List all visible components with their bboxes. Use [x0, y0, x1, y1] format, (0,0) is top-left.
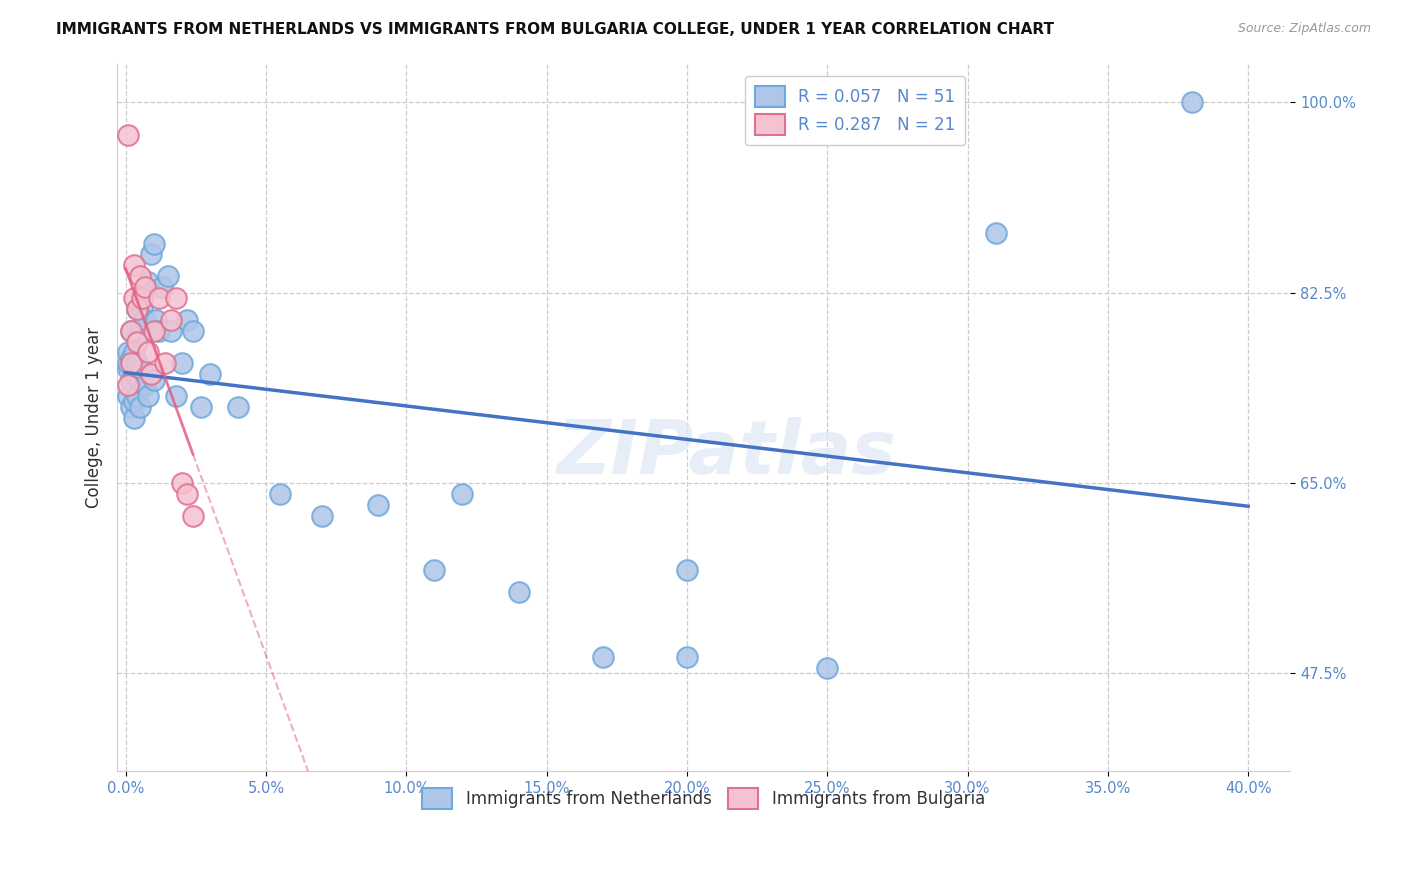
Point — [145, 313, 167, 327]
Point — [134, 280, 156, 294]
Point — [592, 650, 614, 665]
Point — [134, 313, 156, 327]
Point — [117, 356, 139, 370]
Point — [198, 367, 221, 381]
Point — [134, 378, 156, 392]
Point — [128, 373, 150, 387]
Point — [125, 389, 148, 403]
Point — [128, 269, 150, 284]
Point — [120, 351, 142, 365]
Point — [142, 324, 165, 338]
Point — [136, 275, 159, 289]
Text: IMMIGRANTS FROM NETHERLANDS VS IMMIGRANTS FROM BULGARIA COLLEGE, UNDER 1 YEAR CO: IMMIGRANTS FROM NETHERLANDS VS IMMIGRANT… — [56, 22, 1054, 37]
Point — [120, 356, 142, 370]
Point — [125, 356, 148, 370]
Point — [125, 301, 148, 316]
Point — [128, 400, 150, 414]
Point — [122, 410, 145, 425]
Point — [176, 313, 198, 327]
Point — [165, 389, 187, 403]
Point — [120, 400, 142, 414]
Point — [128, 324, 150, 338]
Legend: Immigrants from Netherlands, Immigrants from Bulgaria: Immigrants from Netherlands, Immigrants … — [416, 781, 991, 816]
Point — [1181, 95, 1204, 110]
Point — [226, 400, 249, 414]
Point — [131, 361, 153, 376]
Text: Source: ZipAtlas.com: Source: ZipAtlas.com — [1237, 22, 1371, 36]
Point — [142, 373, 165, 387]
Point — [122, 291, 145, 305]
Point — [131, 291, 153, 305]
Point — [117, 361, 139, 376]
Point — [181, 324, 204, 338]
Point — [120, 373, 142, 387]
Point — [165, 291, 187, 305]
Point — [153, 356, 176, 370]
Point — [170, 475, 193, 490]
Point — [676, 650, 699, 665]
Point — [181, 508, 204, 523]
Point — [136, 345, 159, 359]
Point — [120, 324, 142, 338]
Point — [139, 367, 162, 381]
Point — [136, 389, 159, 403]
Point — [159, 313, 181, 327]
Point — [122, 345, 145, 359]
Point — [120, 324, 142, 338]
Point — [984, 226, 1007, 240]
Point — [139, 247, 162, 261]
Point — [508, 584, 530, 599]
Point — [311, 508, 333, 523]
Point — [190, 400, 212, 414]
Point — [122, 367, 145, 381]
Point — [451, 487, 474, 501]
Point — [176, 487, 198, 501]
Point — [142, 236, 165, 251]
Point — [131, 301, 153, 316]
Point — [122, 394, 145, 409]
Y-axis label: College, Under 1 year: College, Under 1 year — [86, 327, 103, 508]
Text: ZIPatlas: ZIPatlas — [557, 417, 897, 490]
Point — [117, 128, 139, 142]
Point — [367, 498, 389, 512]
Point — [423, 563, 446, 577]
Point — [815, 661, 838, 675]
Point — [170, 356, 193, 370]
Point — [269, 487, 291, 501]
Point — [676, 563, 699, 577]
Point — [156, 269, 179, 284]
Point — [117, 345, 139, 359]
Point — [122, 259, 145, 273]
Point — [148, 324, 170, 338]
Point — [117, 389, 139, 403]
Point — [148, 291, 170, 305]
Point — [125, 334, 148, 349]
Point — [117, 378, 139, 392]
Point — [159, 324, 181, 338]
Point — [150, 280, 173, 294]
Point — [125, 301, 148, 316]
